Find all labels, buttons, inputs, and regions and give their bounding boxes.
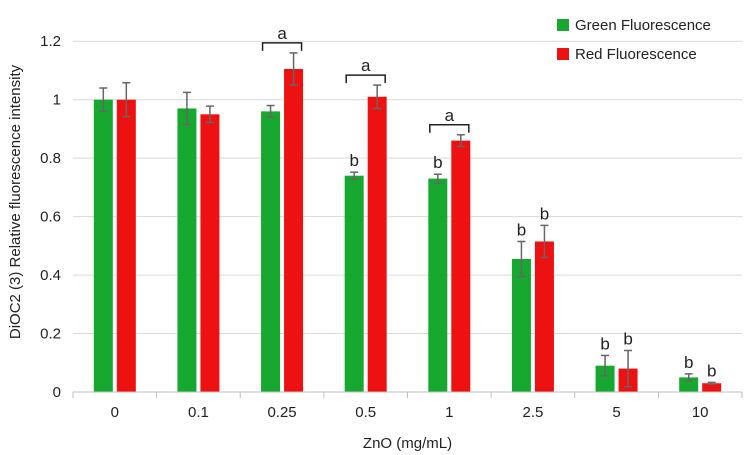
y-tick-label: 0.4 bbox=[40, 267, 61, 284]
significance-bracket bbox=[261, 42, 303, 51]
x-tick-label: 2.5 bbox=[523, 404, 544, 421]
significance-bracket bbox=[429, 124, 470, 133]
bar[interactable] bbox=[344, 175, 364, 392]
legend-swatch bbox=[557, 19, 569, 31]
significance-letter: b bbox=[540, 204, 549, 223]
significance-letter: b bbox=[684, 353, 693, 372]
legend-label: Red Fluorescence bbox=[575, 46, 697, 63]
bar[interactable] bbox=[284, 69, 304, 392]
x-tick-label: 10 bbox=[692, 404, 709, 421]
bar[interactable] bbox=[367, 96, 387, 393]
bar[interactable] bbox=[261, 111, 281, 392]
legend-swatch bbox=[557, 48, 569, 60]
significance-letter: a bbox=[277, 24, 287, 43]
y-axis-title: DiOC2 (3) Relative fluorescence intensit… bbox=[7, 64, 24, 339]
significance-letter: b bbox=[600, 334, 609, 353]
significance-letter: b bbox=[433, 153, 442, 172]
x-tick-label: 5 bbox=[612, 404, 620, 421]
y-tick-label: 0.6 bbox=[40, 209, 61, 226]
bar[interactable] bbox=[679, 377, 699, 392]
x-tick-label: 0.1 bbox=[188, 404, 209, 421]
x-axis-title: ZnO (mg/mL) bbox=[363, 435, 452, 452]
significance-letter: a bbox=[361, 56, 371, 75]
significance-letter: a bbox=[445, 106, 455, 125]
x-tick-label: 0 bbox=[111, 404, 119, 421]
bar[interactable] bbox=[93, 99, 113, 392]
y-tick-label: 0 bbox=[53, 384, 61, 401]
significance-letter: b bbox=[707, 361, 716, 380]
bar[interactable] bbox=[534, 241, 554, 392]
significance-letter: b bbox=[349, 151, 358, 170]
bar[interactable] bbox=[200, 114, 220, 393]
error-bars bbox=[99, 52, 716, 388]
y-tick-label: 0.2 bbox=[40, 326, 61, 343]
bar[interactable] bbox=[177, 108, 197, 392]
bar[interactable] bbox=[428, 178, 448, 392]
axes: 0 0.2 0.4 0.6 0.8 1 1.2 0 0.1 0.25 0.5 1 2.5 5 10 ZnO (… bbox=[7, 33, 743, 452]
grid-lines bbox=[73, 40, 742, 335]
legend-label: Green Fluorescence bbox=[575, 17, 711, 34]
y-tick-label: 1 bbox=[53, 92, 61, 109]
significance-letter: b bbox=[623, 329, 632, 348]
bar[interactable] bbox=[116, 99, 136, 392]
x-tick-label: 0.25 bbox=[267, 404, 296, 421]
x-tick-label: 1 bbox=[445, 404, 453, 421]
bars bbox=[93, 69, 722, 393]
bar[interactable] bbox=[451, 140, 471, 392]
bar[interactable] bbox=[702, 383, 722, 392]
y-tick-label: 1.2 bbox=[40, 33, 61, 50]
bar[interactable] bbox=[511, 259, 531, 392]
legend[interactable]: Green Fluorescence Red Fluorescence bbox=[557, 17, 711, 63]
y-tick-label: 0.8 bbox=[40, 150, 61, 167]
significance-letter: b bbox=[517, 220, 526, 239]
bar[interactable] bbox=[595, 365, 615, 392]
x-tick-label: 0.5 bbox=[355, 404, 376, 421]
significance-bracket bbox=[345, 74, 386, 84]
